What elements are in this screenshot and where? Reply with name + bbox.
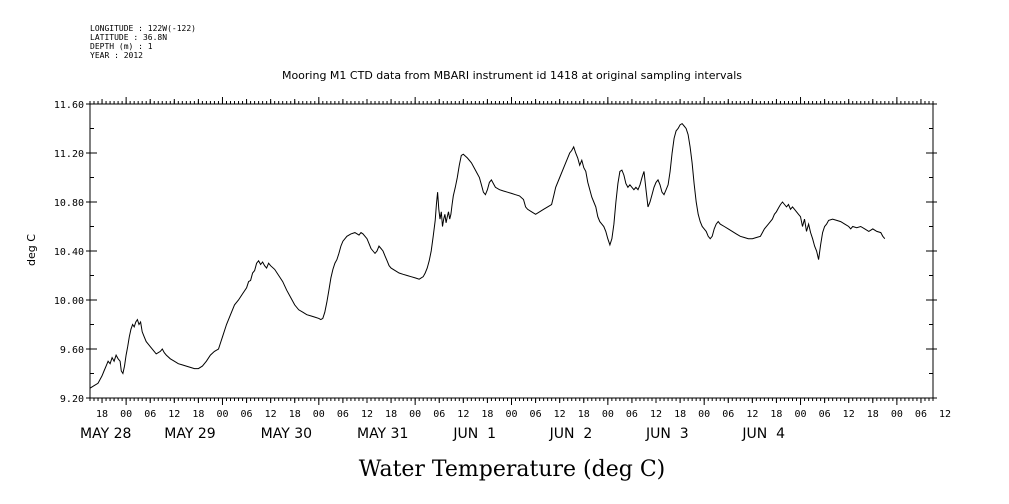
x-hour-label: 06 [144, 409, 156, 420]
x-hour-label: 18 [578, 409, 590, 420]
x-day-label: JUN 3 [645, 426, 689, 442]
metadata-block: LONGITUDE : 122W(-122) LATITUDE : 36.8N … [90, 24, 196, 60]
x-hour-label: 12 [265, 409, 277, 420]
year-label: YEAR : 2012 [90, 51, 143, 60]
x-hour-label: 06 [626, 409, 638, 420]
x-hour-label: 18 [867, 409, 879, 420]
x-hour-label: 00 [409, 409, 421, 420]
x-day-label: MAY 29 [164, 426, 215, 442]
y-tick-label: 10.40 [54, 247, 84, 258]
x-hour-label: 18 [96, 409, 108, 420]
x-day-label: MAY 28 [80, 426, 131, 442]
temperature-series-line [89, 122, 886, 389]
x-hour-label: 00 [891, 409, 903, 420]
x-hour-label: 06 [337, 409, 349, 420]
x-hour-label: 06 [433, 409, 445, 420]
x-day-label: JUN 4 [741, 426, 785, 442]
x-hour-label: 12 [939, 409, 951, 420]
x-hour-label: 00 [216, 409, 228, 420]
y-tick-label: 9.60 [60, 345, 84, 356]
x-hour-label: 12 [746, 409, 758, 420]
latitude-label: LATITUDE : 36.8N [90, 33, 167, 42]
x-hour-label: 00 [313, 409, 325, 420]
x-hour-label: 06 [530, 409, 542, 420]
x-axis: 18 00 06 12 18 00 06 12 18 00 06 12 18 00 06 12 18 00 06 12… [80, 97, 951, 442]
x-day-label: JUN 1 [452, 426, 496, 442]
x-hour-label: 18 [385, 409, 397, 420]
x-hour-label: 12 [554, 409, 566, 420]
chart-caption: Water Temperature (deg C) [359, 457, 666, 482]
y-tick-label: 9.20 [60, 394, 84, 405]
chart-title: Mooring M1 CTD data from MBARI instrumen… [282, 69, 742, 82]
minor-ticks [89, 101, 934, 401]
x-hour-label: 00 [120, 409, 132, 420]
x-hour-label: 00 [698, 409, 710, 420]
x-hour-label: 12 [168, 409, 180, 420]
x-day-label: JUN 2 [549, 426, 593, 442]
y-axis: 9.20 9.60 10.00 10.40 10.80 11.20 11.60 [54, 100, 937, 405]
x-hour-label: 18 [481, 409, 493, 420]
y-tick-label: 10.00 [54, 296, 84, 307]
x-hour-label: 06 [819, 409, 831, 420]
x-day-label: MAY 30 [261, 426, 312, 442]
x-hour-label: 06 [722, 409, 734, 420]
x-hour-label: 06 [915, 409, 927, 420]
longitude-label: LONGITUDE : 122W(-122) [90, 24, 196, 33]
y-tick-label: 10.80 [54, 198, 84, 209]
plot-frame [89, 103, 934, 399]
x-hour-label: 00 [602, 409, 614, 420]
x-hour-label: 18 [192, 409, 204, 420]
y-tick-label: 11.60 [54, 100, 84, 111]
x-hour-label: 18 [770, 409, 782, 420]
x-hour-label: 12 [843, 409, 855, 420]
depth-label: DEPTH (m) : 1 [90, 42, 153, 51]
x-hour-label: 12 [650, 409, 662, 420]
x-hour-label: 06 [241, 409, 253, 420]
x-day-label: MAY 31 [357, 426, 408, 442]
x-hour-label: 00 [795, 409, 807, 420]
y-tick-label: 11.20 [54, 149, 84, 160]
x-hour-label: 18 [674, 409, 686, 420]
x-hour-label: 12 [361, 409, 373, 420]
y-axis-label: deg C [25, 234, 38, 266]
x-hour-label: 18 [289, 409, 301, 420]
x-hour-label: 00 [505, 409, 517, 420]
x-hour-label: 12 [457, 409, 469, 420]
